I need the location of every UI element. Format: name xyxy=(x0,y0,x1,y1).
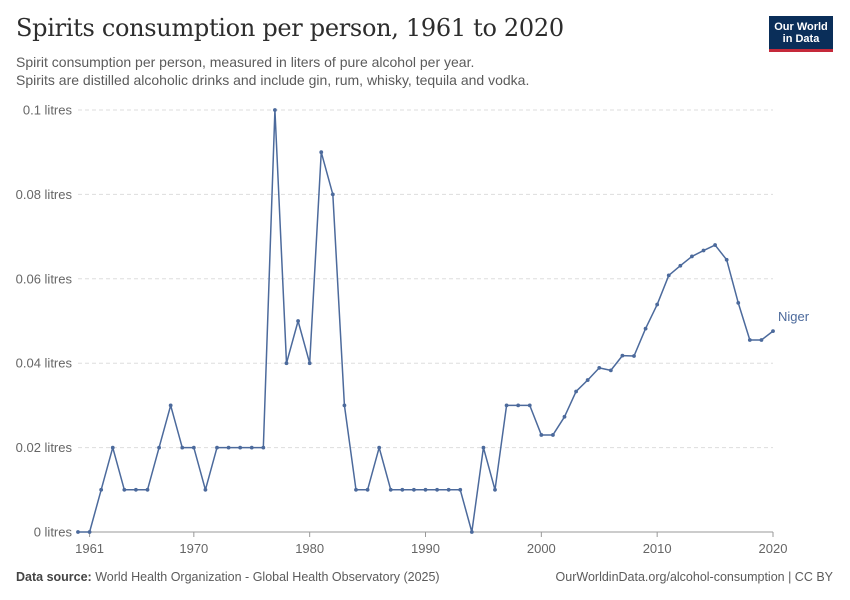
axes: 0 litres 0.02 litres 0.04 litres 0.06 litre… xyxy=(16,103,788,557)
logo-line-1: Our World xyxy=(774,21,828,33)
x-tick-label: 1961 xyxy=(75,541,104,556)
data-point[interactable] xyxy=(423,487,428,492)
data-point[interactable] xyxy=(249,445,254,450)
data-point[interactable] xyxy=(365,487,370,492)
data-point[interactable] xyxy=(273,108,277,112)
data-point[interactable] xyxy=(134,487,138,492)
x-tick-label: 1990 xyxy=(411,541,440,556)
data-source-label: Data source: xyxy=(16,570,92,584)
data-point[interactable] xyxy=(690,254,694,259)
data-point[interactable] xyxy=(620,353,625,358)
gridlines xyxy=(78,109,773,449)
data-point[interactable] xyxy=(87,530,92,534)
data-point[interactable] xyxy=(354,487,358,492)
data-point[interactable] xyxy=(180,445,185,450)
data-point[interactable] xyxy=(747,338,752,342)
data-point[interactable] xyxy=(539,433,544,437)
subtitle-line-2: Spirits are distilled alcoholic drinks a… xyxy=(16,72,530,88)
x-tick-label: 1970 xyxy=(179,541,208,556)
owid-logo[interactable]: Our World in Data xyxy=(769,16,833,52)
data-point[interactable] xyxy=(562,414,567,419)
data-point[interactable] xyxy=(122,487,127,492)
data-point[interactable] xyxy=(678,263,683,268)
x-tick-label: 2010 xyxy=(643,541,672,556)
y-tick-label: 0.04 litres xyxy=(16,356,73,371)
series-line-niger[interactable] xyxy=(78,109,774,533)
data-point[interactable] xyxy=(400,487,405,492)
series-niger[interactable]: Niger xyxy=(76,108,810,534)
data-point[interactable] xyxy=(527,403,532,408)
data-point[interactable] xyxy=(701,248,706,253)
data-point[interactable] xyxy=(110,445,115,450)
data-point[interactable] xyxy=(203,487,208,492)
data-point[interactable] xyxy=(759,338,764,342)
data-point[interactable] xyxy=(215,445,219,450)
data-point[interactable] xyxy=(585,378,590,382)
data-point[interactable] xyxy=(168,403,173,408)
y-tick-label: 0.02 litres xyxy=(16,440,73,455)
logo-line-2: in Data xyxy=(782,33,820,45)
data-point[interactable] xyxy=(458,487,463,492)
footer-link[interactable]: OurWorldinData.org/alcohol-consumption |… xyxy=(555,570,833,584)
chart-title: Spirits consumption per person, 1961 to … xyxy=(16,14,564,42)
data-point[interactable] xyxy=(504,403,509,408)
data-point[interactable] xyxy=(261,445,266,450)
data-point[interactable] xyxy=(412,487,416,492)
chart-subtitle: Spirit consumption per person, measured … xyxy=(16,53,736,89)
data-point[interactable] xyxy=(713,243,717,247)
y-tick-label: 0.06 litres xyxy=(16,271,73,286)
data-point[interactable] xyxy=(481,445,486,450)
data-point[interactable] xyxy=(238,445,243,450)
x-tick-label: 2020 xyxy=(759,541,788,556)
data-point[interactable] xyxy=(771,329,775,334)
data-point[interactable] xyxy=(655,302,660,307)
data-point[interactable] xyxy=(307,361,312,366)
data-point[interactable] xyxy=(99,487,104,492)
data-point[interactable] xyxy=(608,368,613,373)
y-tick-label: 0 litres xyxy=(34,525,73,540)
data-point[interactable] xyxy=(666,273,671,278)
data-point[interactable] xyxy=(724,257,729,262)
data-point[interactable] xyxy=(76,530,80,534)
data-point[interactable] xyxy=(226,445,231,450)
data-point[interactable] xyxy=(736,300,741,305)
data-source: Data source: World Health Organization -… xyxy=(16,570,440,584)
y-tick-label: 0.1 litres xyxy=(23,103,73,118)
data-point[interactable] xyxy=(377,445,382,450)
data-point[interactable] xyxy=(435,487,439,492)
data-point[interactable] xyxy=(446,487,451,492)
data-point[interactable] xyxy=(574,389,578,394)
data-point[interactable] xyxy=(284,361,289,366)
data-point[interactable] xyxy=(469,530,474,534)
y-tick-label: 0.08 litres xyxy=(16,187,73,202)
data-point[interactable] xyxy=(551,433,555,437)
data-point[interactable] xyxy=(493,487,497,492)
data-point[interactable] xyxy=(330,192,335,197)
data-point[interactable] xyxy=(157,445,161,450)
data-point[interactable] xyxy=(342,403,347,408)
data-point[interactable] xyxy=(516,403,521,408)
x-tick-label: 2000 xyxy=(527,541,556,556)
data-point[interactable] xyxy=(643,326,648,331)
data-point[interactable] xyxy=(296,319,300,323)
subtitle-line-1: Spirit consumption per person, measured … xyxy=(16,54,475,70)
data-point[interactable] xyxy=(388,487,393,492)
data-point[interactable] xyxy=(191,445,196,450)
series-label-niger[interactable]: Niger xyxy=(778,309,810,324)
data-point[interactable] xyxy=(145,487,150,492)
data-source-text[interactable]: World Health Organization - Global Healt… xyxy=(95,570,440,584)
x-tick-label: 1980 xyxy=(295,541,324,556)
data-point[interactable] xyxy=(319,150,324,155)
data-point[interactable] xyxy=(632,354,636,358)
data-point[interactable] xyxy=(597,365,602,370)
